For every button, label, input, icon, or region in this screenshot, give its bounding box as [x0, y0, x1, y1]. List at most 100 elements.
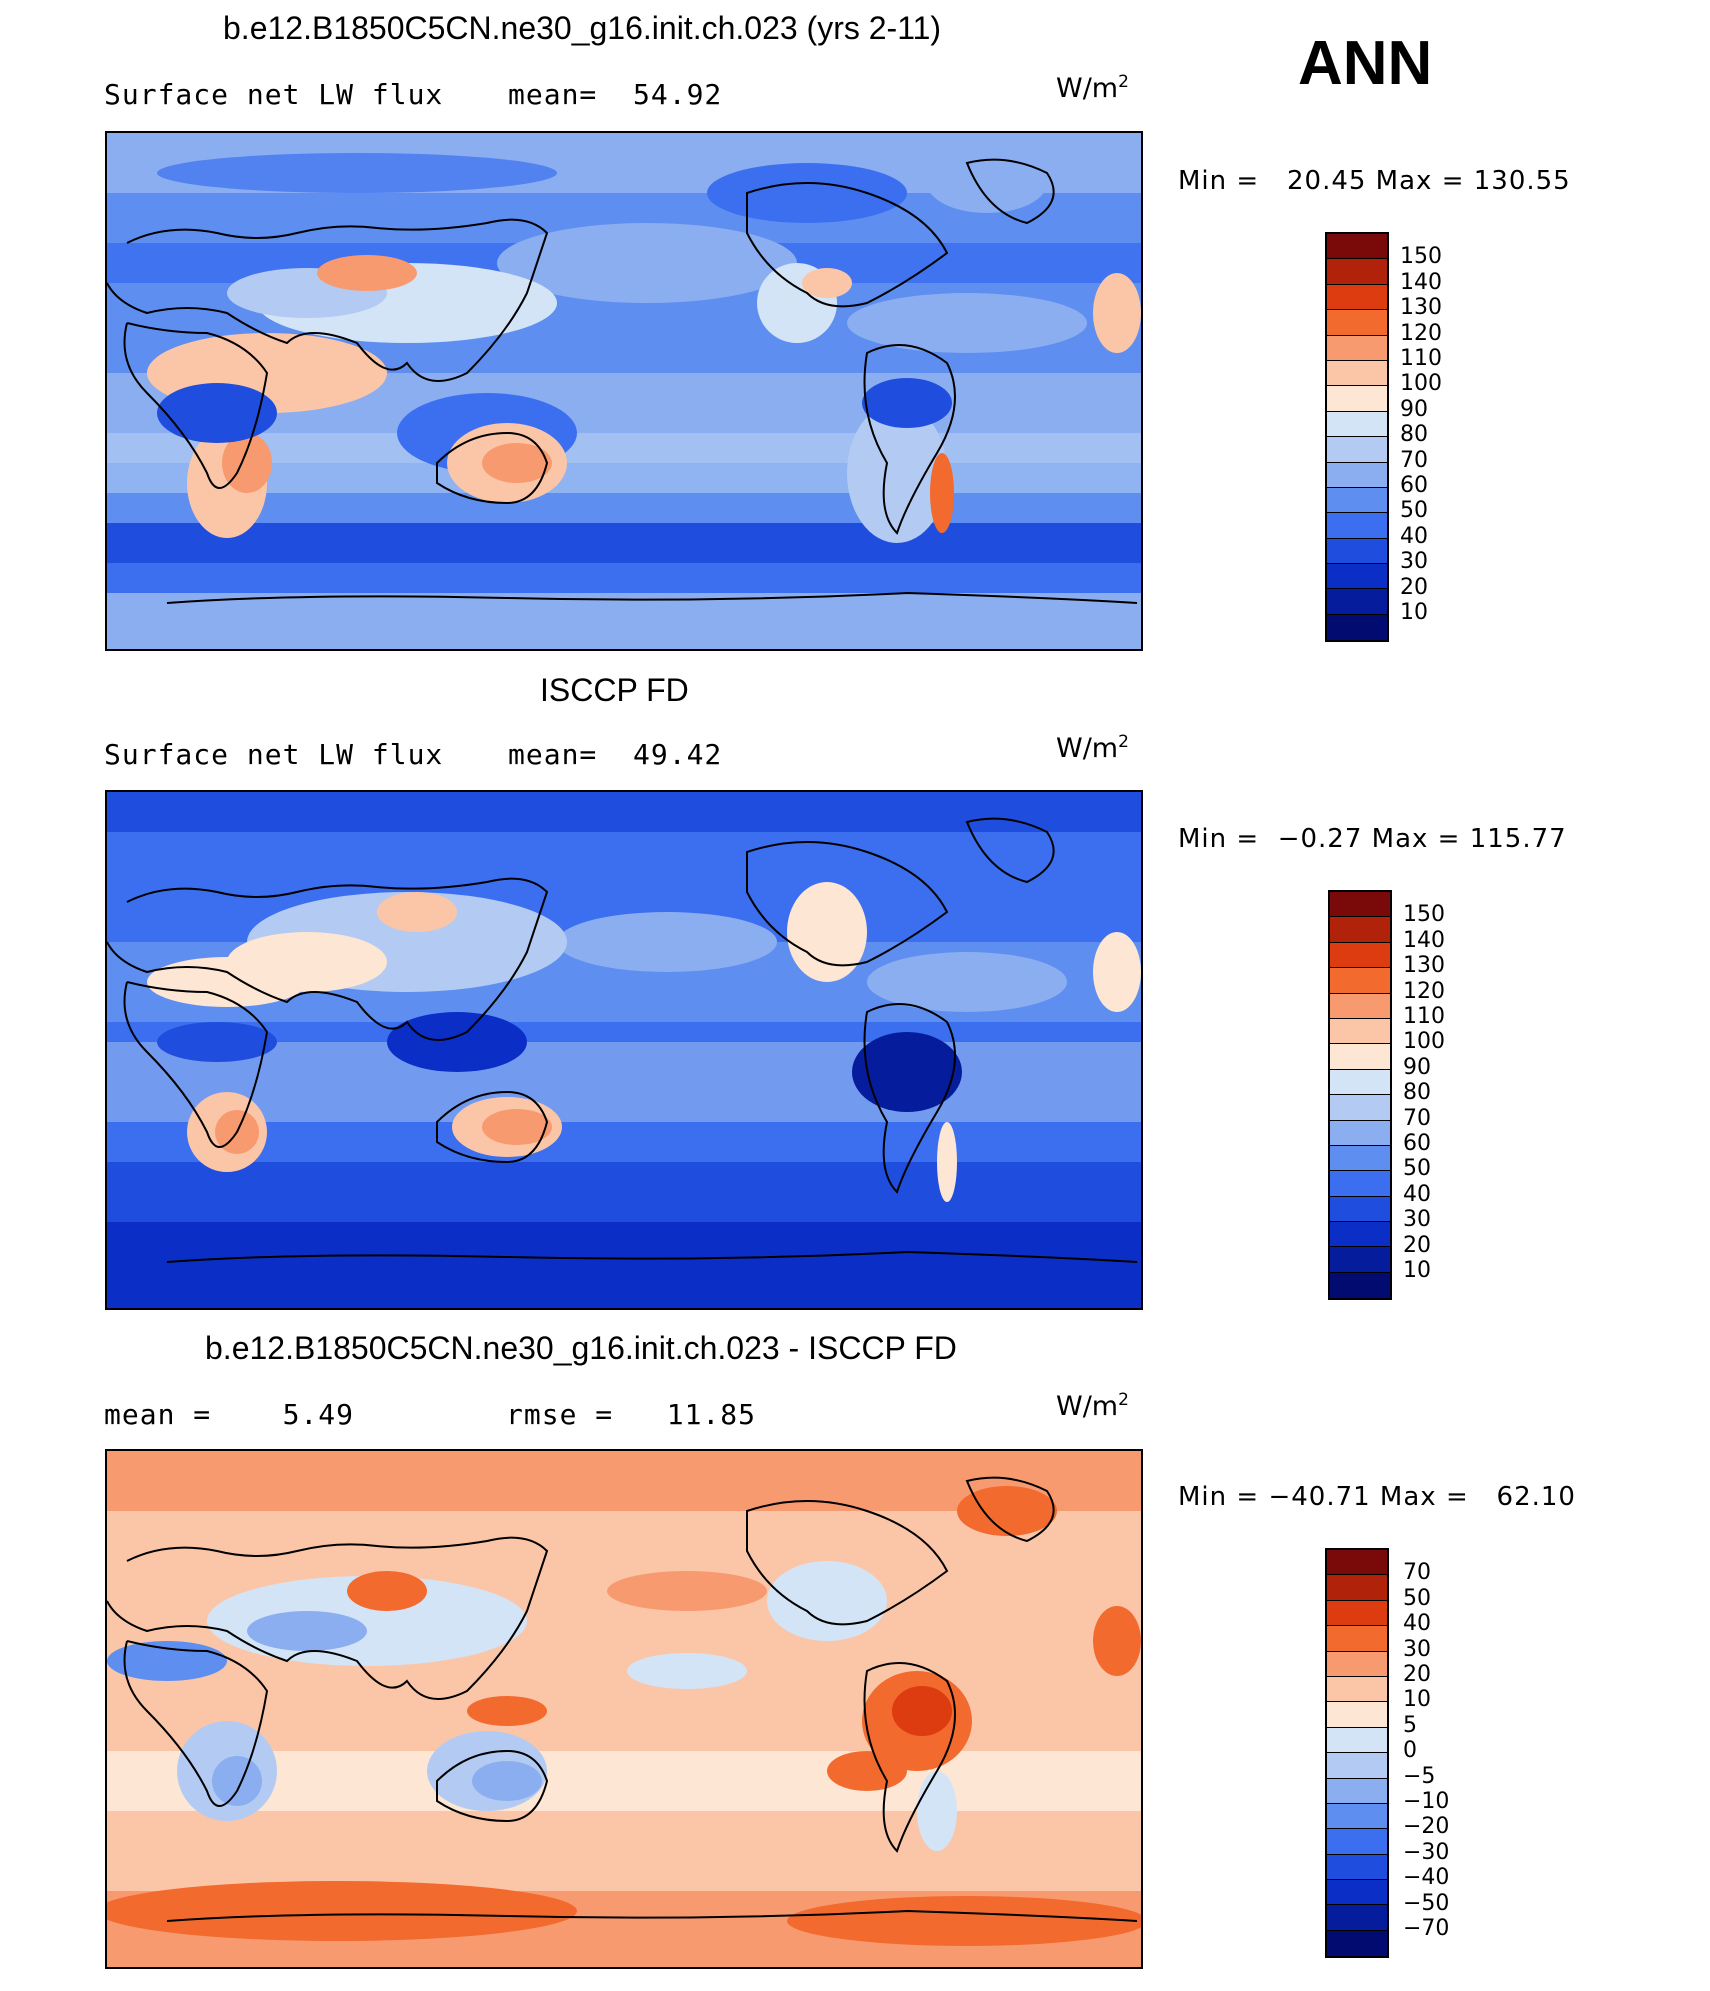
colorbar-swatch [1330, 942, 1390, 969]
colorbar-label: 90 [1400, 396, 1428, 422]
panel-1-title: b.e12.B1850C5CN.ne30_g16.init.ch.023 (yr… [223, 10, 942, 46]
colorbar-swatch [1327, 1778, 1387, 1804]
panel-2-variable-label: Surface net LW flux [104, 738, 444, 771]
colorbar-label: 130 [1400, 295, 1442, 321]
colorbar-label: 60 [1400, 473, 1428, 498]
colorbar-swatch [1327, 1753, 1387, 1779]
panel-3-map [105, 1449, 1143, 1969]
colorbar-swatch [1327, 386, 1387, 412]
colorbar-swatch [1327, 234, 1387, 260]
colorbar-label: 20 [1403, 1232, 1431, 1258]
colorbar-swatch [1327, 1930, 1387, 1957]
colorbar-swatch [1330, 1272, 1390, 1299]
colorbar-swatch [1330, 993, 1390, 1019]
colorbar-swatch [1330, 1171, 1390, 1197]
colorbar-label: 20 [1400, 574, 1428, 600]
colorbar-swatch [1330, 1247, 1390, 1273]
colorbar-swatch [1327, 564, 1387, 590]
colorbar-label: 90 [1403, 1054, 1431, 1080]
colorbar-swatch [1327, 487, 1387, 514]
colorbar-swatch [1327, 1575, 1387, 1601]
colorbar-swatch [1327, 1600, 1387, 1627]
panel-1-minmax: Min = 20.45 Max = 130.55 [1178, 166, 1571, 196]
colorbar-swatch [1327, 538, 1387, 565]
colorbar-label: 130 [1403, 953, 1445, 979]
colorbar-label: 110 [1400, 346, 1442, 371]
colorbar-label: 10 [1403, 1258, 1431, 1283]
colorbar-swatch [1327, 513, 1387, 539]
colorbar-swatch [1330, 917, 1390, 943]
panel-2-mean-label: mean= 49.42 [508, 738, 723, 771]
colorbar-swatch [1327, 1550, 1387, 1576]
colorbar-swatch [1327, 1727, 1387, 1754]
colorbar-label: 30 [1403, 1636, 1431, 1662]
colorbar-label: −50 [1403, 1890, 1450, 1916]
colorbar-label: 20 [1403, 1662, 1431, 1687]
colorbar-swatch [1327, 1880, 1387, 1906]
colorbar-label: −40 [1403, 1865, 1450, 1891]
panel-1-variable-label: Surface net LW flux [104, 78, 444, 111]
panel-1-units: W/m2 [1056, 72, 1129, 104]
panel-1-colorbar [1325, 232, 1389, 643]
colorbar-swatch [1327, 411, 1387, 438]
colorbar-swatch [1327, 284, 1387, 311]
colorbar-label: 120 [1400, 320, 1442, 346]
colorbar-label: 140 [1400, 269, 1442, 295]
colorbar-swatch [1327, 1702, 1387, 1728]
colorbar-label: −70 [1403, 1916, 1450, 1941]
panel-3-colorbar [1325, 1548, 1389, 1959]
panel-2-colorbar [1328, 890, 1392, 1301]
colorbar-swatch [1327, 1676, 1387, 1703]
colorbar-label: 140 [1403, 927, 1445, 953]
colorbar-swatch [1327, 1651, 1387, 1677]
colorbar-label: 10 [1400, 600, 1428, 625]
colorbar-swatch [1327, 310, 1387, 336]
colorbar-swatch [1327, 1854, 1387, 1881]
panel-3-mean-label: mean = 5.49 [104, 1398, 355, 1431]
colorbar-label: −5 [1403, 1763, 1436, 1789]
colorbar-label: 120 [1403, 978, 1445, 1004]
colorbar-label: 30 [1400, 549, 1428, 575]
colorbar-swatch [1327, 437, 1387, 463]
colorbar-label: 40 [1403, 1611, 1431, 1637]
colorbar-swatch [1327, 589, 1387, 615]
colorbar-label: 100 [1400, 371, 1442, 397]
colorbar-swatch [1330, 1145, 1390, 1172]
colorbar-label: 30 [1403, 1207, 1431, 1233]
colorbar-swatch [1327, 1803, 1387, 1830]
colorbar-label: 50 [1403, 1585, 1431, 1611]
season-label: ANN [1298, 29, 1433, 98]
panel-3-title: b.e12.B1850C5CN.ne30_g16.init.ch.023 - I… [205, 1330, 957, 1366]
colorbar-swatch [1327, 335, 1387, 361]
colorbar-swatch [1330, 1069, 1390, 1096]
colorbar-swatch [1330, 892, 1390, 918]
colorbar-label: −30 [1403, 1839, 1450, 1865]
colorbar-label: 0 [1403, 1738, 1417, 1764]
panel-3-units: W/m2 [1056, 1390, 1129, 1422]
colorbar-swatch [1327, 360, 1387, 387]
panel-3-minmax: Min = −40.71 Max = 62.10 [1178, 1482, 1576, 1512]
colorbar-swatch [1327, 1905, 1387, 1931]
colorbar-label: 50 [1400, 498, 1428, 524]
colorbar-label: 80 [1403, 1080, 1431, 1106]
colorbar-label: 40 [1403, 1181, 1431, 1207]
panel-2-units: W/m2 [1056, 732, 1129, 764]
colorbar-label: −10 [1403, 1789, 1450, 1814]
colorbar-swatch [1330, 1196, 1390, 1223]
panel-3-rmse-label: rmse = 11.85 [506, 1398, 757, 1431]
colorbar-label: 70 [1400, 447, 1428, 473]
colorbar-label: 60 [1403, 1131, 1431, 1156]
colorbar-label: 100 [1403, 1029, 1445, 1055]
colorbar-label: 50 [1403, 1156, 1431, 1182]
colorbar-swatch [1330, 1095, 1390, 1121]
colorbar-label: 110 [1403, 1004, 1445, 1029]
colorbar-swatch [1330, 1222, 1390, 1248]
panel-1-map [105, 131, 1143, 651]
colorbar-label: 70 [1403, 1105, 1431, 1131]
colorbar-swatch [1330, 968, 1390, 994]
colorbar-label: 80 [1400, 422, 1428, 448]
panel-1-mean-label: mean= 54.92 [508, 78, 723, 111]
panel-2-minmax: Min = −0.27 Max = 115.77 [1178, 824, 1567, 854]
colorbar-label: 70 [1403, 1560, 1431, 1586]
colorbar-swatch [1330, 1044, 1390, 1070]
